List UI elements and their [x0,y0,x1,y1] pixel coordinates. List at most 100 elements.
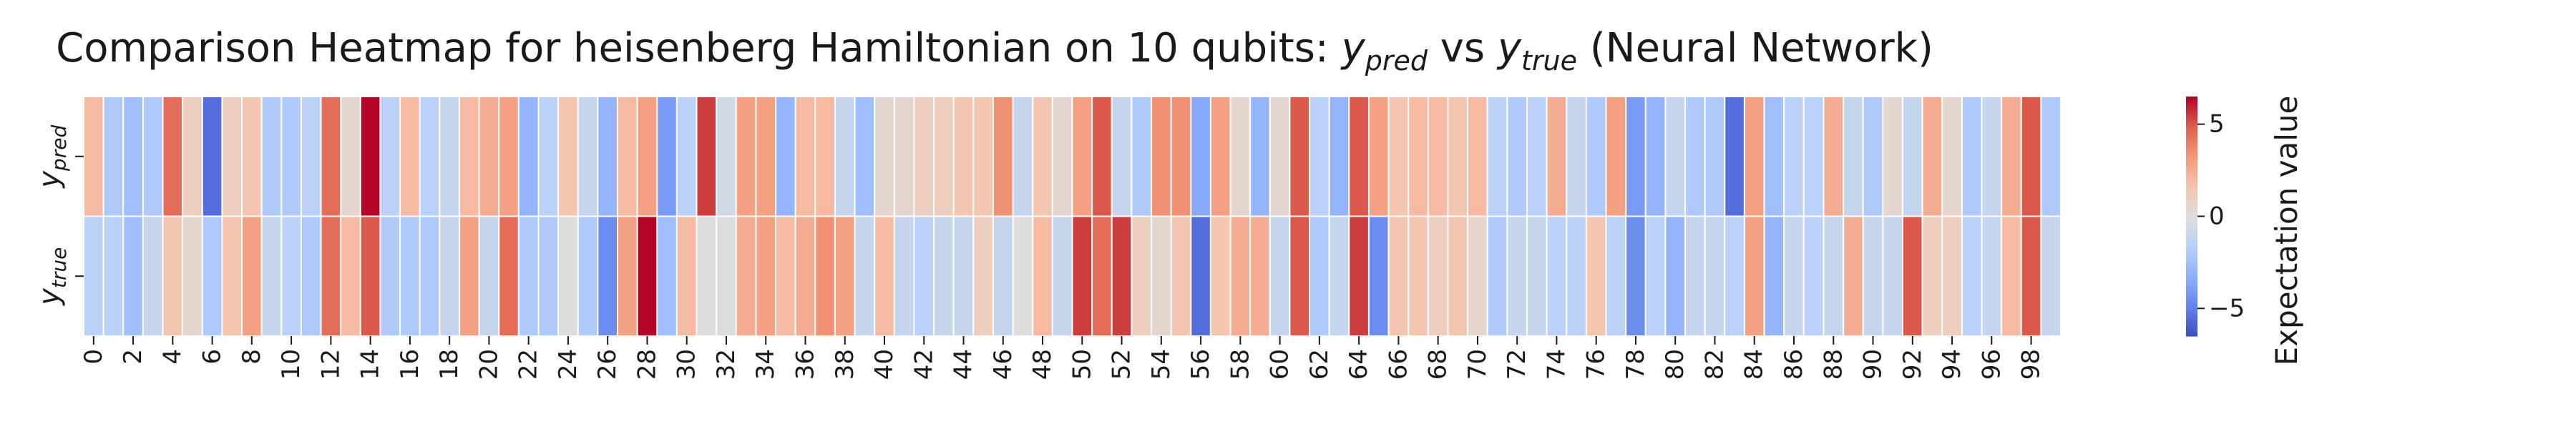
heatmap-cell [2040,215,2062,337]
heatmap-cell [439,215,460,337]
heatmap-cell [1051,96,1073,217]
colorbar-segment [2186,226,2197,229]
heatmap-cell [1111,215,1133,337]
heatmap-cell [636,215,658,337]
colorbar-segment [2186,196,2197,199]
x-tick-label: 60 [1266,349,1294,380]
heatmap-cell [1131,215,1153,337]
heatmap-cell [1229,96,1252,217]
x-tick-label: 20 [474,349,503,380]
heatmap-cell [952,96,975,217]
x-tick-label: 70 [1463,349,1492,380]
heatmap-cell [517,96,540,217]
colorbar-segment [2186,304,2197,307]
colorbar-segment [2186,272,2197,275]
heatmap-cell [142,96,164,217]
colorbar-segment [2186,212,2197,215]
heatmap-cell [992,215,1014,337]
heatmap-cell [1190,96,1211,217]
heatmap-cell [1783,96,1805,217]
heatmap-cell [1724,96,1745,217]
x-tick-label: 22 [514,349,543,380]
colorbar-segment [2186,252,2197,255]
x-tick-label: 52 [1108,349,1136,380]
heatmap-cell [1585,96,1607,217]
heatmap-cell [1566,215,1587,337]
heatmap-cell [1526,96,1548,217]
colorbar-segment [2186,180,2197,183]
heatmap-cell [260,215,283,337]
colorbar-segment [2186,232,2197,235]
heatmap-cell [1921,96,1943,217]
heatmap-cells [83,96,2062,337]
colorbar-segment [2186,276,2197,279]
x-tick-label: 68 [1424,349,1453,380]
x-tick-label: 90 [1859,349,1888,380]
heatmap-cell [379,96,401,217]
heatmap-cell [1209,215,1231,337]
colorbar-segment [2186,314,2197,317]
colorbar-segment [2186,134,2197,137]
heatmap-cell [1249,96,1271,217]
colorbar-segment [2186,254,2197,257]
colorbar-segment [2186,102,2197,105]
heatmap-cell [1763,96,1785,217]
heatmap-cell [1843,215,1864,337]
heatmap-cell [854,215,876,337]
colorbar-segment [2186,270,2197,273]
heatmap-cell [1309,96,1330,217]
colorbar-segment [2186,320,2197,323]
heatmap-cell [419,96,441,217]
colorbar-segment [2186,186,2197,189]
heatmap-cell [656,96,678,217]
heatmap-cell [1546,96,1568,217]
colorbar-segment [2186,334,2197,337]
colorbar-segment [2186,106,2197,109]
colorbar-segment [2186,184,2197,187]
colorbar-segment [2186,204,2197,207]
colorbar-segment [2186,218,2197,221]
heatmap-cell [1644,215,1667,337]
heatmap-cell [1546,215,1568,337]
heatmap-cell [1961,96,1983,217]
x-tick-label: 74 [1542,349,1571,380]
x-tick-label: 6 [198,349,227,365]
heatmap-cell [478,96,500,217]
title-mid: vs [1428,25,1498,72]
colorbar: 5 0 −5 Expectation value [2186,96,2304,365]
heatmap-cell [814,215,836,337]
colorbar-segment [2186,202,2197,205]
x-tick-label: 48 [1028,349,1057,380]
heatmap-cell [1743,215,1765,337]
heatmap-cell [1486,215,1508,337]
heatmap-cell [1447,96,1469,217]
heatmap-cell [498,96,519,217]
heatmap-cell [775,215,796,337]
x-tick-label: 12 [316,349,345,380]
colorbar-segment [2186,188,2197,191]
colorbar-segment [2186,150,2197,153]
heatmap-cell [478,215,500,337]
colorbar-segment [2186,158,2197,161]
heatmap-cell [1981,96,2003,217]
x-tick-label: 84 [1740,349,1769,380]
heatmap-cell [241,96,263,217]
heatmap-cell [498,215,519,337]
heatmap-cell [537,215,560,337]
heatmap-cell [1921,215,1943,337]
x-tick-label: 56 [1186,349,1215,380]
heatmap-cell [83,96,104,217]
heatmap-cell [162,215,184,337]
heatmap-cell [1032,96,1053,217]
heatmap-cell [1704,96,1726,217]
x-tick-label: 46 [989,349,1018,380]
colorbar-segment [2186,100,2197,103]
colorbar-segment [2186,262,2197,265]
heatmap-cell [933,215,955,337]
heatmap-cell [1625,96,1646,217]
heatmap-cell [1941,96,1963,217]
colorbar-segment [2186,324,2197,327]
colorbar-segment [2186,250,2197,253]
heatmap-cell [280,215,302,337]
x-tick-label: 10 [277,349,306,380]
